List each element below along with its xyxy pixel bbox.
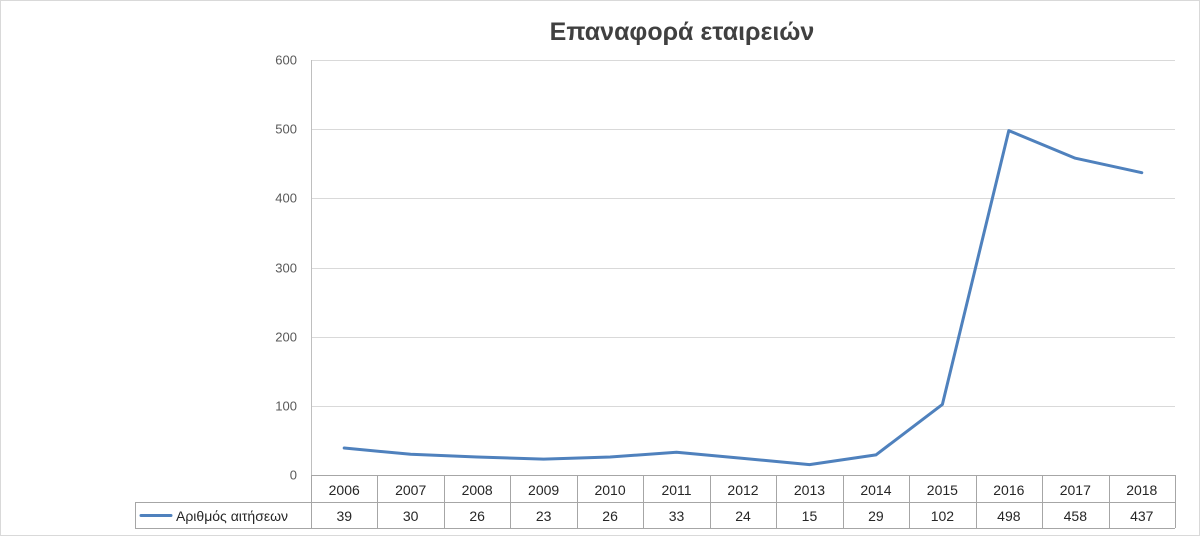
- x-tick-label: 2018: [1126, 482, 1157, 498]
- y-tick-label: 300: [275, 261, 297, 276]
- data-label: 23: [536, 508, 552, 524]
- series-line: [342, 129, 1144, 467]
- x-tick-label: 2014: [860, 482, 891, 498]
- x-tick-label: 2013: [794, 482, 825, 498]
- data-label: 30: [403, 508, 419, 524]
- data-label: 437: [1130, 508, 1154, 524]
- data-label: 26: [469, 508, 485, 524]
- y-tick-label: 500: [275, 122, 297, 137]
- y-tick-label: 200: [275, 330, 297, 345]
- data-label: 39: [336, 508, 352, 524]
- data-label: 498: [997, 508, 1021, 524]
- data-label: 24: [735, 508, 751, 524]
- data-table: 2006 2007 2008 2009 2010 2011 2012 2013 2014 2015…: [135, 475, 1176, 529]
- data-label: 29: [868, 508, 884, 524]
- x-tick-label: 2008: [462, 482, 493, 498]
- series-name: Αριθμός αιτήσεων: [176, 508, 288, 524]
- x-tick-label: 2010: [594, 482, 625, 498]
- y-tick-label: 600: [275, 53, 297, 68]
- y-tick-label: 100: [275, 399, 297, 414]
- y-tick-label: 0: [290, 468, 297, 483]
- series-layer: [342, 129, 1144, 467]
- x-tick-label: 2016: [993, 482, 1024, 498]
- x-tick-label: 2009: [528, 482, 559, 498]
- data-label: 102: [931, 508, 955, 524]
- x-tick-label: 2017: [1060, 482, 1091, 498]
- y-tick-label: 400: [275, 191, 297, 206]
- data-label: 33: [669, 508, 685, 524]
- x-tick-label: 2007: [395, 482, 426, 498]
- data-label: 15: [802, 508, 818, 524]
- gridlines: [311, 60, 1175, 407]
- data-label: 26: [602, 508, 618, 524]
- data-label: 458: [1064, 508, 1088, 524]
- x-tick-label: 2006: [329, 482, 360, 498]
- chart-title: Επαναφορά εταιρειών: [550, 18, 815, 46]
- y-axis: 0 100 200 300 400 500 600: [275, 53, 312, 483]
- x-tick-label: 2015: [927, 482, 958, 498]
- x-tick-label: 2012: [727, 482, 758, 498]
- x-tick-label: 2011: [661, 482, 691, 498]
